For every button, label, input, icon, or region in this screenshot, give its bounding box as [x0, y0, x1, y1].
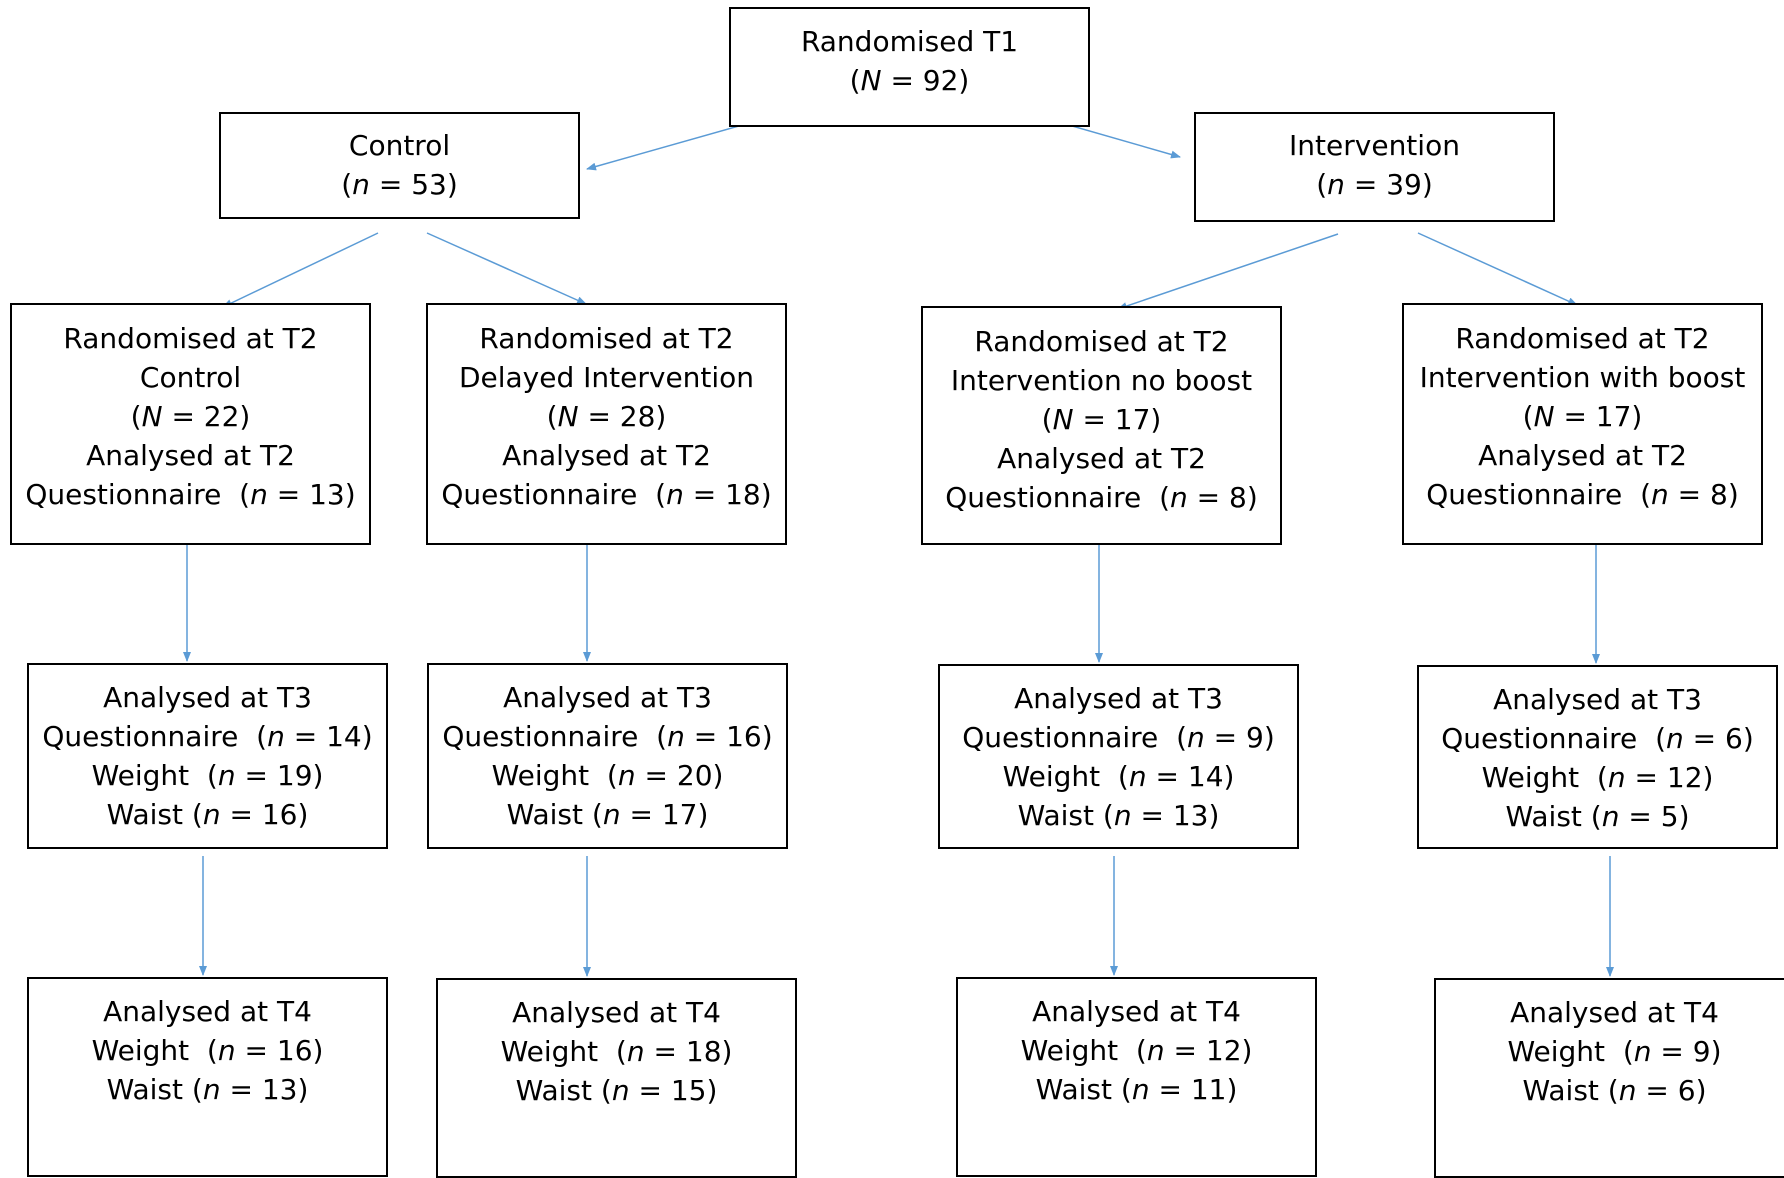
arrow-control-to-t2-control [222, 232, 379, 308]
node-randomised-t1: Randomised T1 (N = 92) [729, 7, 1090, 127]
node-t4-control: Analysed at T4 Weight (n = 16) Waist (n … [27, 977, 388, 1177]
node-t4-intervention-no-boost: Analysed at T4 Weight (n = 12) Waist (n … [956, 977, 1317, 1177]
arrow-intervention-to-t2-noboost [1117, 233, 1339, 310]
intervention-title: Intervention [1289, 129, 1460, 162]
node-t3-control: Analysed at T3 Questionnaire (n = 14) We… [27, 663, 388, 849]
arrow-control-to-t2-delayed [426, 232, 587, 305]
node-t2-delayed-intervention: Randomised at T2 Delayed Intervention (N… [426, 303, 787, 545]
node-t4-delayed-intervention: Analysed at T4 Weight (n = 18) Waist (n … [436, 978, 797, 1178]
node-t3-intervention-with-boost: Analysed at T3 Questionnaire (n = 6) Wei… [1417, 665, 1778, 849]
node-t2-intervention-with-boost: Randomised at T2 Intervention with boost… [1402, 303, 1763, 545]
node-t4-intervention-with-boost: Analysed at T4 Weight (n = 9) Waist (n =… [1434, 978, 1784, 1178]
control-title: Control [348, 129, 451, 162]
node-t2-control: Randomised at T2 Control (N = 22) Analys… [10, 303, 371, 545]
node-t2-intervention-no-boost: Randomised at T2 Intervention no boost (… [921, 306, 1282, 545]
node-intervention: Intervention (n = 39) [1194, 112, 1555, 222]
node-t3-delayed-intervention: Analysed at T3 Questionnaire (n = 16) We… [427, 663, 788, 849]
arrow-intervention-to-t2-boost [1417, 232, 1578, 306]
root-title: Randomised T1 [800, 25, 1019, 58]
node-t3-intervention-no-boost: Analysed at T3 Questionnaire (n = 9) Wei… [938, 664, 1299, 849]
node-control: Control (n = 53) [219, 112, 580, 219]
